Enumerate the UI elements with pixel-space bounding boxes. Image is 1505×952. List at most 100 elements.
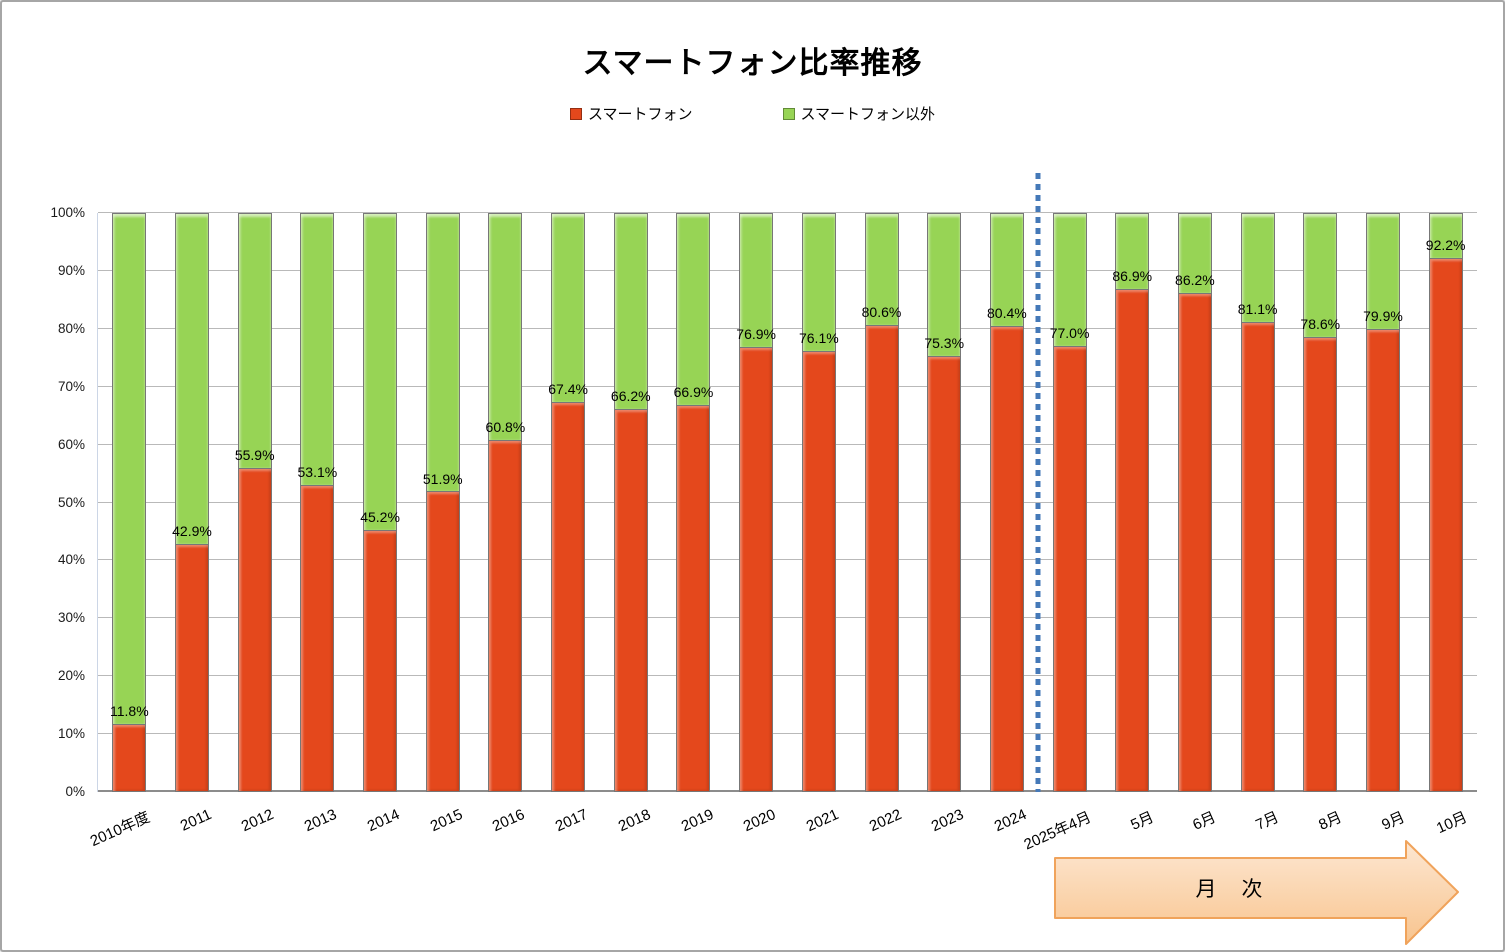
bar-value-label: 80.4% [987,305,1027,322]
x-tick-label: 2017 [552,806,591,836]
bar-segment-other [1177,213,1212,293]
x-tick-label: 2024 [992,806,1030,836]
bar-value-label: 11.8% [109,702,149,719]
gridline [98,501,1477,503]
bar-2022: 80.6% [850,213,913,792]
x-tick-label: 2020 [741,806,779,836]
gridline [98,212,1477,213]
bar-segment-other [1365,213,1400,330]
x-tick-label: 2011 [177,806,214,835]
stacked-bar [551,213,586,792]
x-tick-label: 6月 [1190,808,1219,834]
y-tick-label: 90% [57,262,85,278]
y-tick-label: 60% [57,436,85,452]
right-arrow-icon [1054,840,1459,945]
bar-value-label: 66.2% [610,387,651,404]
bar-segment-other [363,213,398,531]
y-tick-label: 40% [57,552,85,568]
bar-value-label: 51.9% [422,470,463,487]
bar-segment-other [864,213,899,326]
stacked-bar [1115,213,1150,792]
bar-2018: 66.2% [599,213,662,792]
bar-segment-smartphone [551,401,586,792]
bar-segment-smartphone [175,543,209,792]
bar-value-label: 92.2% [1425,237,1466,254]
bar-segment-other [1240,213,1275,323]
bar-value-label: 79.9% [1363,308,1403,325]
gridline [98,790,1477,792]
bar-9月: 79.9% [1352,213,1415,792]
bar-segment-other [801,213,836,352]
bar-segment-smartphone [1052,346,1087,792]
bar-2011: 42.9% [161,213,224,792]
bar-value-label: 86.2% [1175,271,1215,288]
bar-10月: 92.2% [1414,213,1477,792]
bar-segment-other [1115,213,1150,289]
bar-segment-smartphone [613,408,648,792]
stacked-bar [112,213,147,792]
x-tick-label: 2014 [364,806,403,836]
y-tick-label: 20% [57,668,85,684]
y-tick-label: 70% [57,378,85,394]
gridline [98,443,1477,445]
gridline [98,617,1477,619]
gridline [98,675,1477,677]
legend-swatch-smartphone-icon [569,107,582,120]
bar-value-label: 78.6% [1300,315,1341,332]
stacked-bar [927,213,962,792]
bar-2023: 75.3% [913,213,976,792]
bar-2021: 76.1% [788,213,851,792]
bar-value-label: 76.9% [736,325,776,342]
page-title: スマートフォン比率推移 [582,47,923,80]
divider-line [1035,173,1041,792]
legend-swatch-other-icon [782,107,795,120]
bar-segment-smartphone [1115,288,1150,792]
y-axis: 0% 10% 20% 30% 40% 50% 60% 70% 80% 90% 100% [2,205,91,799]
gridline [98,385,1477,387]
bar-segment-other [488,213,523,440]
bar-value-label: 81.1% [1237,301,1278,318]
legend-label-other: スマートフォン以外 [800,106,936,123]
x-tick-label: 2019 [678,806,716,836]
x-tick-label: 2016 [490,806,528,836]
x-tick-label: 2018 [615,806,654,836]
bar-segment-smartphone [739,346,774,792]
bar-value-label: 76.1% [798,330,839,347]
x-tick-label: 2013 [302,806,340,836]
bar-segment-smartphone [801,351,836,792]
bar-segment-smartphone [488,439,523,792]
stacked-bar [175,213,209,792]
bar-value-label: 77.0% [1049,325,1090,342]
bar-value-label: 42.9% [172,522,212,539]
bar-segment-smartphone [1428,258,1463,792]
x-tick-label: 10月 [1433,808,1470,838]
stacked-bar [1365,213,1400,792]
bar-segment-smartphone [864,325,899,792]
bar-segment-smartphone [363,530,398,792]
x-tick-label: 2012 [239,806,277,836]
bar-7月: 81.1% [1226,213,1289,792]
y-tick-label: 30% [57,610,85,626]
legend: スマートフォン スマートフォン以外 [2,103,1503,124]
bar-segment-other [551,213,586,402]
bar-value-label: 86.9% [1112,267,1153,284]
x-tick-label: 5月 [1127,808,1157,834]
gridline [98,269,1477,271]
stacked-bar [237,213,272,792]
x-tick-label: 2021 [803,806,842,836]
x-tick-label: 2023 [929,806,967,836]
legend-label-smartphone: スマートフォン [587,106,693,123]
stacked-bar [1303,213,1338,792]
gridline [98,327,1477,329]
stacked-bar [801,213,836,792]
y-tick-label: 80% [57,320,85,336]
y-tick-label: 10% [57,726,85,742]
bar-segment-other [927,213,962,356]
bar-value-label: 45.2% [360,509,400,526]
x-tick-label: 2015 [427,806,465,836]
bar-value-label: 66.9% [673,383,714,400]
bar-segment-smartphone [425,491,460,792]
bar-5月: 86.9% [1101,213,1164,792]
gridline [98,559,1477,561]
bar-2025年4月: 77.0% [1038,213,1101,792]
